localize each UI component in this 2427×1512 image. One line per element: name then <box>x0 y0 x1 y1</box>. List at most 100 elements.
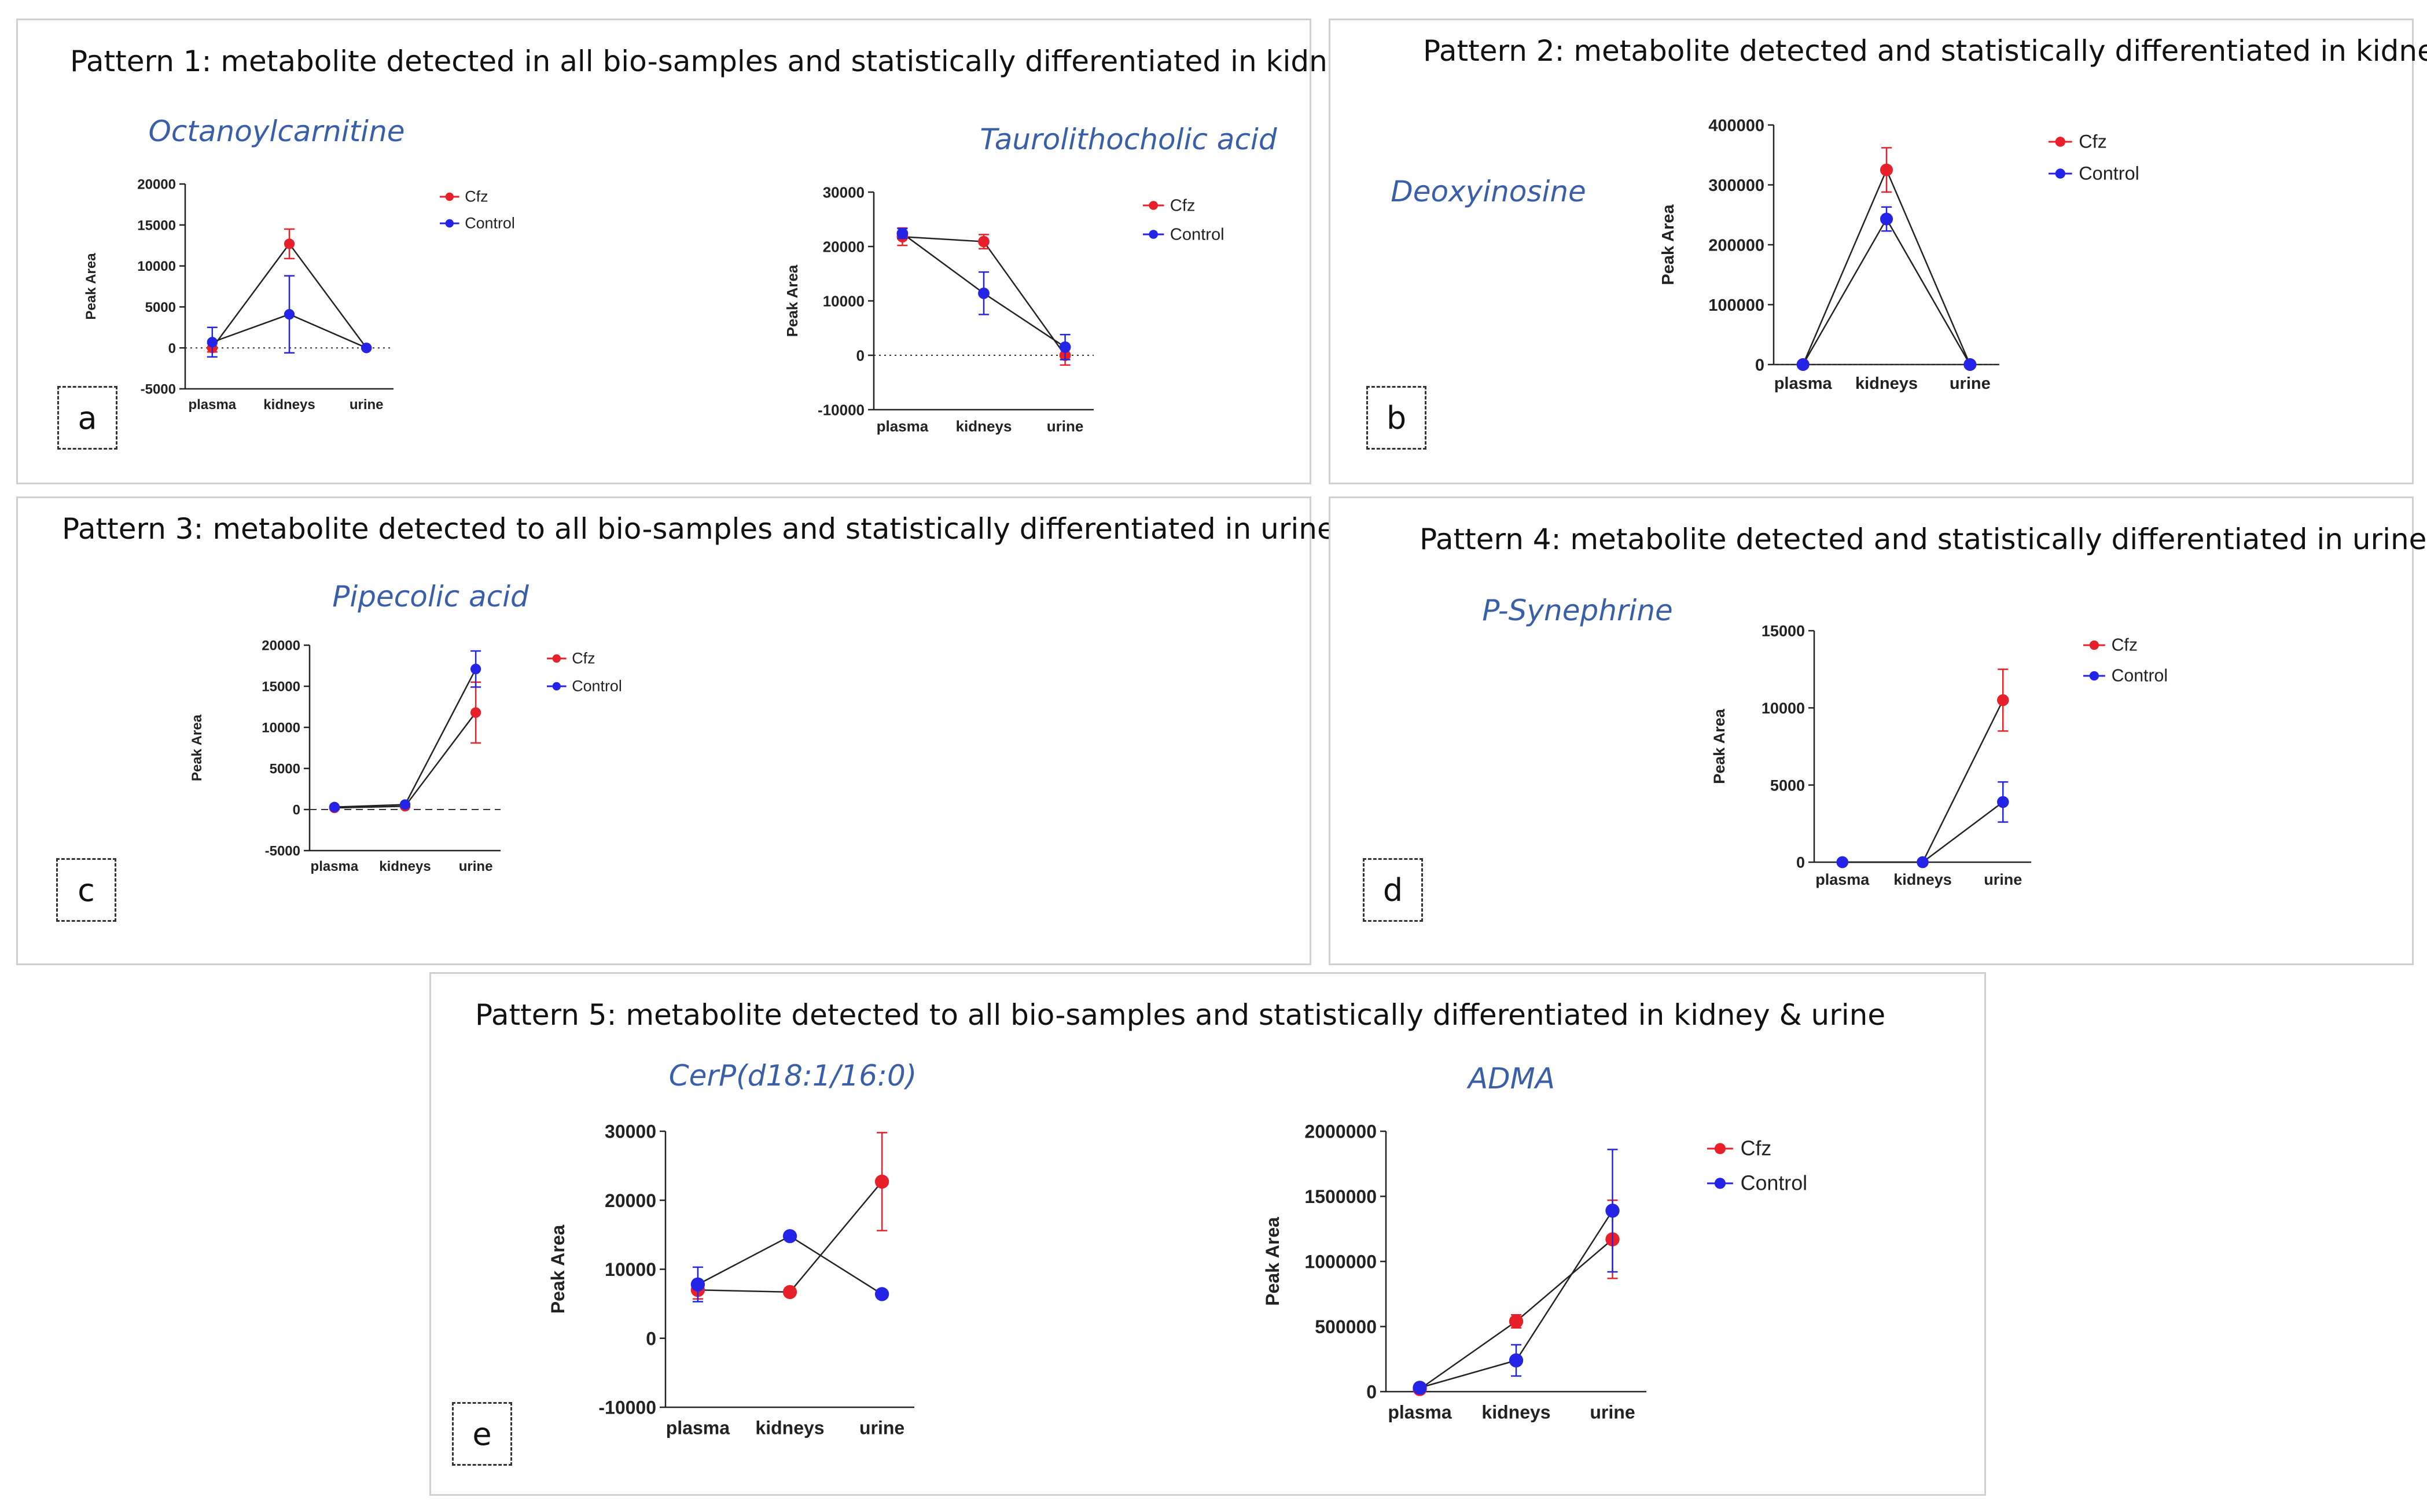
x-tick-label: urine <box>350 397 384 413</box>
data-point-control <box>978 287 990 299</box>
x-tick-label: plasma <box>1815 871 1870 888</box>
x-tick-label: kidneys <box>379 859 431 874</box>
data-point-control <box>1605 1204 1620 1218</box>
panel-c: Pattern 3: metabolite detected to all bi… <box>16 496 1335 965</box>
legend-label: Control <box>1741 1172 1808 1195</box>
legend-marker <box>2055 168 2065 179</box>
y-axis-label: Peak Area <box>83 253 99 320</box>
data-point-control <box>329 801 340 812</box>
data-point-control <box>1059 341 1071 353</box>
y-tick-label: 5000 <box>1770 777 1805 794</box>
y-tick-label: -5000 <box>141 382 176 398</box>
y-tick-label: 0 <box>1366 1382 1377 1403</box>
data-point-cfz <box>978 236 990 248</box>
x-tick-label: urine <box>1950 374 1991 393</box>
y-tick-label: 20000 <box>137 177 176 193</box>
y-tick-label: 15000 <box>262 679 300 695</box>
y-tick-label: 400000 <box>1708 116 1764 135</box>
data-point-control <box>1796 358 1810 371</box>
panel-e: Pattern 5: metabolite detected to all bi… <box>429 972 1986 1496</box>
y-tick-label: 0 <box>168 341 176 356</box>
y-tick-label: 0 <box>646 1328 656 1349</box>
data-point-cfz <box>1880 163 1893 176</box>
y-tick-label: 1000000 <box>1304 1252 1377 1272</box>
y-tick-label: 0 <box>856 347 865 364</box>
x-tick-label: kidneys <box>956 418 1012 435</box>
data-point-control <box>874 1287 889 1301</box>
data-point-control <box>1836 856 1849 869</box>
y-axis-label: Peak Area <box>784 264 801 337</box>
legend-label: Control <box>572 678 622 695</box>
x-tick-label: plasma <box>1774 374 1833 393</box>
y-tick-label: 15000 <box>137 218 176 233</box>
x-tick-label: plasma <box>1388 1401 1451 1422</box>
y-tick-label: 0 <box>293 803 300 818</box>
y-tick-label: 30000 <box>605 1121 656 1142</box>
data-point-control <box>470 664 481 675</box>
x-tick-label: urine <box>1984 871 2022 888</box>
data-point-cfz <box>782 1285 797 1300</box>
y-tick-label: -5000 <box>265 844 300 859</box>
y-tick-label: -10000 <box>598 1397 656 1418</box>
y-tick-label: 300000 <box>1708 176 1764 195</box>
chart-title-pipecolic-acid: Pipecolic acid <box>332 580 529 613</box>
legend-label: Cfz <box>1170 196 1196 215</box>
x-tick-label: urine <box>1590 1401 1635 1422</box>
legend-marker <box>1714 1178 1726 1189</box>
chart-title-p-synephrine: P-Synephrine <box>1482 594 1673 627</box>
chart-title-octanoylcarnitine: Octanoylcarnitine <box>148 115 405 148</box>
y-tick-label: 0 <box>1755 356 1764 374</box>
panel-title: Pattern 4: metabolite detected and stati… <box>1420 523 2427 556</box>
legend-marker <box>552 654 561 663</box>
y-tick-label: 5000 <box>145 300 176 315</box>
legend-label: Control <box>2079 163 2139 183</box>
y-tick-label: 30000 <box>823 183 865 201</box>
legend-label: Cfz <box>2079 131 2107 152</box>
data-point-cfz <box>1509 1314 1524 1329</box>
y-axis-label: Peak Area <box>1711 708 1728 784</box>
x-tick-label: plasma <box>188 397 236 413</box>
legend-label: Cfz <box>2112 636 2138 655</box>
y-tick-label: 0 <box>1796 854 1805 871</box>
x-tick-label: urine <box>1047 418 1084 435</box>
data-point-control <box>782 1229 797 1244</box>
x-tick-label: plasma <box>877 418 929 435</box>
x-tick-label: plasma <box>311 859 359 874</box>
chart-title-adma: ADMA <box>1468 1062 1556 1095</box>
panel-letter: c <box>56 858 116 922</box>
data-point-cfz <box>1996 694 2009 707</box>
x-tick-label: urine <box>459 859 493 874</box>
y-tick-label: 5000 <box>270 761 300 777</box>
y-tick-label: 500000 <box>1315 1316 1377 1337</box>
y-tick-label: 10000 <box>1762 700 1805 717</box>
legend-marker <box>2089 671 2099 681</box>
y-tick-label: 20000 <box>823 238 865 255</box>
legend-marker <box>1714 1143 1726 1154</box>
chart-title-cerp: CerP(d18:1/16:0) <box>668 1059 917 1092</box>
y-tick-label: -10000 <box>818 401 865 418</box>
data-point-control <box>1996 796 2009 808</box>
data-point-cfz <box>874 1174 889 1189</box>
chart-title-taurolithocholic-acid: Taurolithocholic acid <box>980 123 1277 156</box>
x-tick-label: plasma <box>666 1417 730 1438</box>
panel-b: Pattern 2: metabolite detected and stati… <box>1329 19 2427 484</box>
legend-marker <box>552 682 561 691</box>
y-axis-label: Peak Area <box>1659 204 1678 285</box>
y-tick-label: 100000 <box>1708 296 1764 315</box>
data-point-control <box>1509 1353 1524 1368</box>
panel-title: Pattern 5: metabolite detected to all bi… <box>475 998 1886 1032</box>
legend-label: Control <box>2112 667 2168 686</box>
y-tick-label: 10000 <box>605 1259 656 1280</box>
y-tick-label: 10000 <box>137 259 176 274</box>
legend-label: Cfz <box>1741 1137 1772 1160</box>
chart-title-deoxyinosine: Deoxyinosine <box>1391 175 1586 208</box>
y-axis-label: Peak Area <box>547 1225 568 1314</box>
panel-letter: e <box>452 1402 512 1466</box>
panel-letter: b <box>1366 386 1426 450</box>
